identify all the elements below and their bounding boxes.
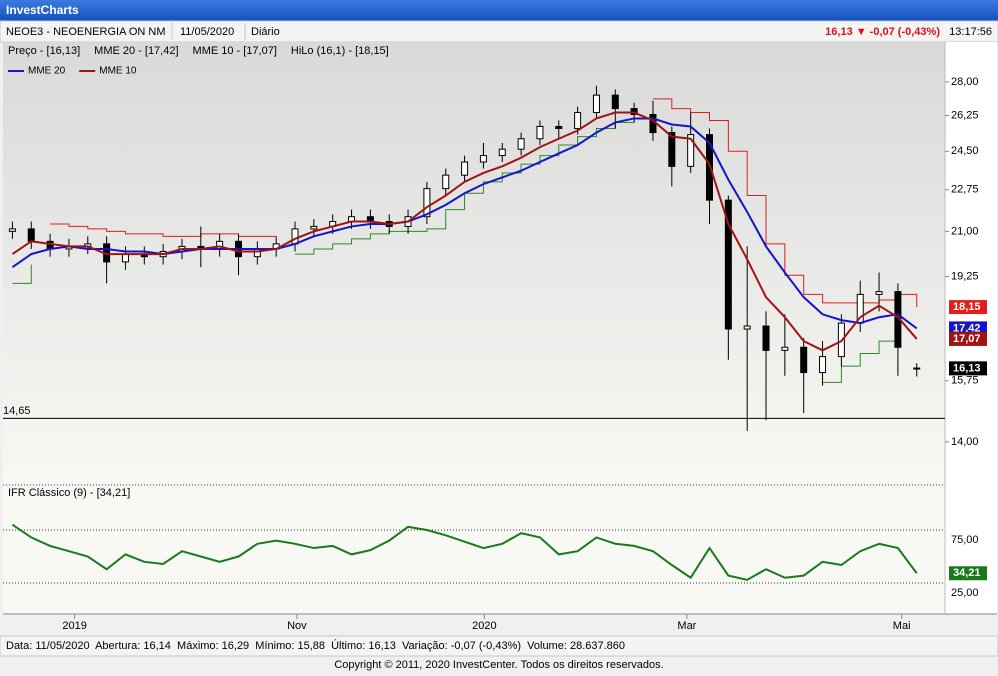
candle-body xyxy=(819,356,827,374)
quote: 16,13 ▼ -0,07 (-0,43%) xyxy=(825,26,940,38)
y-tick-label: 15,75 xyxy=(951,375,979,387)
candle-body xyxy=(668,132,676,167)
y-tick-label: 26,25 xyxy=(951,109,979,121)
y-tick-label: 28,00 xyxy=(951,76,979,88)
x-tick-label: 2020 xyxy=(472,620,496,632)
date: 11/05/2020 xyxy=(180,26,234,38)
x-tick-label: Mai xyxy=(893,620,911,632)
last-value-box xyxy=(949,321,987,336)
rsi-title: IFR Clássico (9) - [34,21] xyxy=(8,487,130,499)
copyright: Copyright © 2011, 2020 InvestCenter. Tod… xyxy=(334,659,663,671)
time: 13:17:56 xyxy=(949,26,992,38)
candle-body xyxy=(253,248,261,258)
legend-text: HiLo (16,1) - [18,15] xyxy=(291,45,389,57)
last-value-label: 17,07 xyxy=(953,333,981,345)
last-value-box xyxy=(949,361,987,376)
price-panel xyxy=(3,42,945,484)
rsi-line xyxy=(11,523,918,581)
y-tick-label: 21,00 xyxy=(951,225,979,237)
legend-label: MME 20 xyxy=(28,66,66,77)
candle-body xyxy=(8,228,16,232)
title-bar xyxy=(0,0,998,21)
rsi-tick-label: 75,00 xyxy=(951,534,979,546)
candle-body xyxy=(724,199,732,330)
app-title: InvestCharts xyxy=(6,3,79,17)
last-value-box xyxy=(949,331,987,346)
candle-body xyxy=(498,148,506,157)
candle-body xyxy=(291,228,299,245)
candle-body xyxy=(461,161,469,176)
period: Diário xyxy=(251,26,280,38)
y-tick-label: 24,50 xyxy=(951,145,979,157)
candle-body xyxy=(442,174,450,190)
x-tick-label: Nov xyxy=(287,620,307,632)
rsi-last-box xyxy=(949,566,987,581)
candle-body xyxy=(555,125,563,129)
legend-text: MME 20 - [17,42] xyxy=(94,45,178,57)
candle-body xyxy=(611,94,619,110)
candle-body xyxy=(27,228,35,242)
candle-body xyxy=(310,225,318,230)
candle-body xyxy=(423,188,431,218)
last-value-box xyxy=(949,300,987,315)
legend-text: MME 10 - [17,07] xyxy=(193,45,277,57)
support-label: 14,65 xyxy=(3,405,31,417)
legend-label: MME 10 xyxy=(99,66,137,77)
candle-body xyxy=(762,325,770,351)
candle-body xyxy=(592,94,600,114)
candle-body xyxy=(517,138,525,150)
y-tick-label: 14,00 xyxy=(951,436,979,448)
x-tick-label: 2019 xyxy=(62,620,86,632)
candle-body xyxy=(574,112,582,129)
candle-body xyxy=(781,346,789,351)
candle-body xyxy=(743,325,751,330)
candle-body xyxy=(479,155,487,163)
hilo-up xyxy=(12,120,899,383)
last-value-label: 18,15 xyxy=(953,301,981,313)
candle-body xyxy=(687,134,695,167)
legend-text: Preço - [16,13] xyxy=(8,45,80,57)
rsi-tick-label: 25,00 xyxy=(951,587,979,599)
last-value-label: 17,42 xyxy=(953,322,981,334)
candle-body xyxy=(875,291,883,295)
rsi-last-label: 34,21 xyxy=(953,567,981,579)
x-tick-label: Mar xyxy=(677,620,696,632)
ma-line xyxy=(11,111,918,352)
y-tick-label: 19,25 xyxy=(951,270,979,282)
y-tick-label: 22,75 xyxy=(951,184,979,196)
rsi-panel xyxy=(3,486,945,614)
status-bar xyxy=(0,635,998,657)
last-value-label: 16,13 xyxy=(953,362,981,374)
symbol: NEOE3 - NEOENERGIA ON NM xyxy=(6,26,166,38)
summary: Data: 11/05/2020 Abertura: 16,14 Máximo:… xyxy=(6,639,625,652)
plot: 14,00 15,75 19,25 21,00 22,75 24,50 26,25 28,00… xyxy=(3,45,987,632)
candle-body xyxy=(913,367,921,370)
candle-body xyxy=(121,253,129,263)
candle-body xyxy=(800,346,808,374)
candle-body xyxy=(536,125,544,140)
